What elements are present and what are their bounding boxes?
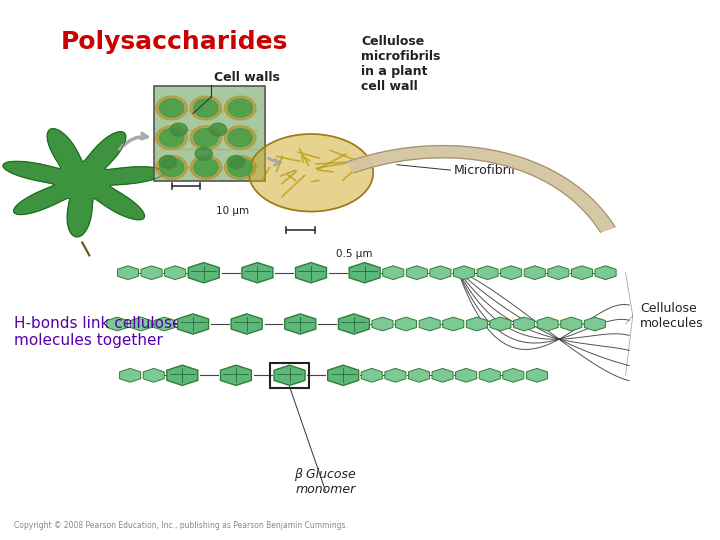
Polygon shape [490,317,511,331]
Text: 0.5 μm: 0.5 μm [336,249,372,260]
Polygon shape [120,368,140,382]
Polygon shape [220,365,251,386]
Polygon shape [361,368,382,382]
Circle shape [225,126,256,150]
Polygon shape [141,266,162,280]
Text: Microfibril: Microfibril [454,164,516,177]
Polygon shape [526,368,547,382]
Polygon shape [178,314,209,334]
Text: Copyright © 2008 Pearson Education, Inc., publishing as Pearson Benjamin Cumming: Copyright © 2008 Pearson Education, Inc.… [14,521,348,530]
Polygon shape [231,314,262,334]
Circle shape [194,158,218,177]
Circle shape [225,96,256,120]
Polygon shape [372,317,393,331]
Text: β Glucose
monomer: β Glucose monomer [294,468,356,496]
Polygon shape [385,368,406,382]
Polygon shape [189,262,220,283]
Polygon shape [419,317,440,331]
Polygon shape [500,266,522,280]
Circle shape [194,129,218,147]
Polygon shape [572,266,593,280]
Polygon shape [349,262,380,283]
Circle shape [194,99,218,117]
Polygon shape [408,368,430,382]
Polygon shape [130,317,151,331]
Polygon shape [406,266,428,280]
Circle shape [225,156,256,179]
Circle shape [156,96,187,120]
Polygon shape [107,317,127,331]
Text: H-bonds link cellulose
molecules together: H-bonds link cellulose molecules togethe… [14,316,181,348]
Polygon shape [328,365,359,386]
Polygon shape [242,262,273,283]
Polygon shape [585,317,606,331]
Polygon shape [285,314,316,334]
Circle shape [195,147,212,160]
Circle shape [159,156,176,168]
Circle shape [190,156,222,179]
Circle shape [159,99,184,117]
Polygon shape [524,266,545,280]
Circle shape [190,126,222,150]
Polygon shape [430,266,451,280]
Polygon shape [467,317,487,331]
Polygon shape [537,317,558,331]
Text: Polysaccharides: Polysaccharides [60,30,288,53]
Polygon shape [503,368,524,382]
Circle shape [156,126,187,150]
Circle shape [228,158,253,177]
Ellipse shape [249,134,373,212]
Polygon shape [561,317,582,331]
Polygon shape [432,368,453,382]
Circle shape [210,123,227,136]
Polygon shape [454,266,474,280]
Polygon shape [167,365,198,386]
Polygon shape [395,317,417,331]
Polygon shape [480,368,500,382]
Ellipse shape [249,134,373,212]
Text: Cellulose
molecules: Cellulose molecules [640,302,703,330]
Circle shape [159,129,184,147]
Polygon shape [548,266,569,280]
Polygon shape [477,266,498,280]
Text: 10 μm: 10 μm [216,206,249,217]
Polygon shape [274,365,305,386]
Circle shape [156,156,187,179]
Polygon shape [443,317,464,331]
Circle shape [228,156,245,168]
Polygon shape [338,314,369,334]
Circle shape [170,123,187,136]
Polygon shape [165,266,186,280]
Polygon shape [154,317,175,331]
Circle shape [159,158,184,177]
Polygon shape [513,317,534,331]
Polygon shape [117,266,138,280]
Polygon shape [595,266,616,280]
Polygon shape [295,262,326,283]
Bar [270,363,309,388]
Polygon shape [456,368,477,382]
FancyBboxPatch shape [153,86,264,181]
Text: Cellulose
microfibrils
in a plant
cell wall: Cellulose microfibrils in a plant cell w… [361,35,441,93]
Circle shape [228,129,253,147]
Circle shape [190,96,222,120]
Polygon shape [3,129,163,237]
Polygon shape [143,368,164,382]
Circle shape [228,99,253,117]
Polygon shape [383,266,404,280]
Polygon shape [347,146,615,232]
Text: Cell walls: Cell walls [214,71,279,84]
